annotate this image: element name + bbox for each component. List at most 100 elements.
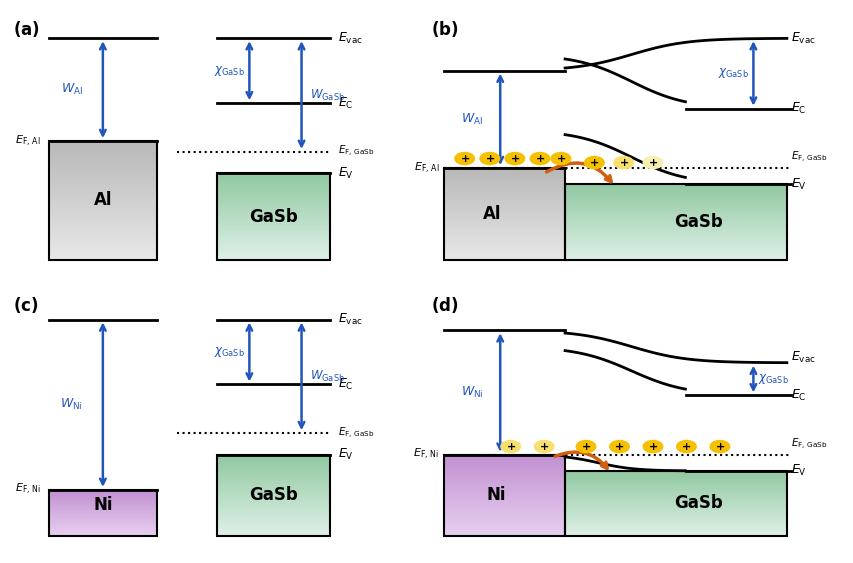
Bar [444, 525, 565, 526]
Circle shape [454, 152, 474, 166]
Bar [565, 201, 786, 202]
Bar [444, 487, 565, 488]
Bar [217, 179, 329, 180]
Bar [565, 206, 786, 207]
Bar [49, 495, 157, 496]
Bar [217, 189, 329, 190]
Bar [444, 520, 565, 521]
Bar [565, 210, 786, 211]
Bar [217, 524, 329, 525]
Bar [444, 519, 565, 520]
Bar [217, 246, 329, 247]
Circle shape [533, 440, 554, 453]
Bar [565, 479, 786, 480]
Bar [565, 205, 786, 206]
Text: $\bf{+}$: $\bf{+}$ [534, 153, 544, 164]
Bar [217, 249, 329, 250]
Bar [444, 515, 565, 516]
Bar [217, 475, 329, 476]
Bar [217, 181, 329, 182]
Bar [565, 517, 786, 518]
Bar [49, 535, 157, 536]
Bar [444, 522, 565, 524]
Text: $\bf{+}$: $\bf{+}$ [509, 153, 519, 164]
Bar [49, 144, 157, 145]
Bar [49, 207, 157, 208]
Text: GaSb: GaSb [249, 208, 298, 226]
Bar [217, 204, 329, 205]
Bar [444, 183, 565, 184]
Bar [565, 258, 786, 259]
Bar [49, 191, 157, 193]
Bar [49, 496, 157, 497]
Bar [565, 213, 786, 215]
Bar [217, 176, 329, 177]
Bar [444, 460, 565, 461]
Bar [444, 239, 565, 240]
Bar [444, 230, 565, 231]
Bar [565, 531, 786, 533]
Bar [444, 512, 565, 513]
Bar [565, 516, 786, 517]
Bar [49, 203, 157, 205]
Bar [444, 256, 565, 258]
Bar [444, 476, 565, 477]
Bar [565, 494, 786, 495]
Bar [444, 190, 565, 191]
Bar [444, 254, 565, 255]
Bar [444, 481, 565, 482]
Bar [217, 497, 329, 498]
Bar [444, 229, 565, 230]
Bar [444, 209, 565, 211]
Bar [217, 533, 329, 534]
Bar [565, 248, 786, 249]
Text: $\bf{+}$: $\bf{+}$ [485, 153, 494, 164]
Bar [217, 206, 329, 207]
Bar [444, 174, 565, 175]
Bar [217, 517, 329, 519]
Bar [49, 531, 157, 532]
Bar [565, 191, 786, 192]
Bar [49, 190, 157, 191]
Circle shape [676, 440, 696, 453]
Bar [49, 501, 157, 502]
Bar [444, 489, 565, 490]
Bar [217, 235, 329, 236]
Bar [565, 498, 786, 499]
Bar [565, 198, 786, 199]
Bar [444, 501, 565, 502]
Bar [444, 199, 565, 200]
Bar [444, 172, 565, 173]
Bar [444, 455, 565, 536]
Text: $\bf{+}$: $\bf{+}$ [589, 157, 599, 168]
Bar [49, 173, 157, 175]
Bar [565, 186, 786, 187]
Bar [565, 525, 786, 526]
Bar [444, 191, 565, 192]
Bar [49, 491, 157, 492]
Circle shape [608, 440, 630, 453]
Bar [217, 236, 329, 237]
Bar [565, 521, 786, 522]
Bar [565, 252, 786, 253]
Bar [565, 482, 786, 483]
Bar [565, 485, 786, 486]
Bar [49, 156, 157, 157]
Bar [49, 257, 157, 258]
Bar [49, 218, 157, 220]
Bar [444, 221, 565, 222]
Bar [217, 210, 329, 211]
Bar [444, 494, 565, 495]
Bar [217, 178, 329, 179]
Bar [217, 512, 329, 513]
Bar [565, 229, 786, 230]
Bar [49, 524, 157, 525]
Bar [49, 527, 157, 528]
Bar [444, 255, 565, 256]
Bar [217, 495, 329, 496]
Bar [444, 253, 565, 254]
Bar [217, 469, 329, 470]
Bar [444, 473, 565, 474]
Bar [217, 528, 329, 529]
Bar [565, 185, 786, 186]
